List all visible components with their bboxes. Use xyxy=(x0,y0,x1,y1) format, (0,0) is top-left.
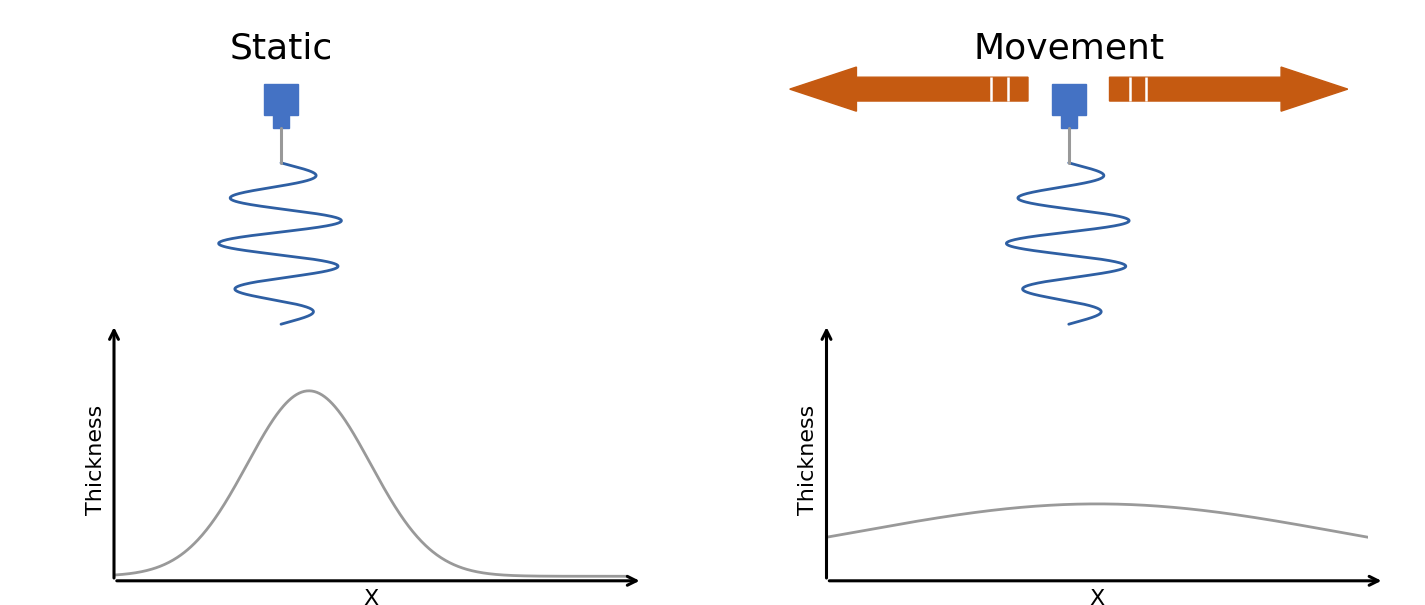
FancyArrow shape xyxy=(1110,67,1348,111)
Y-axis label: Thickness: Thickness xyxy=(86,405,105,515)
Text: Static: Static xyxy=(229,31,332,65)
FancyBboxPatch shape xyxy=(264,84,298,116)
Y-axis label: Thickness: Thickness xyxy=(798,405,818,515)
X-axis label: X: X xyxy=(1090,589,1104,605)
FancyBboxPatch shape xyxy=(1052,84,1086,116)
Bar xyxy=(1060,116,1076,128)
Text: Movement: Movement xyxy=(973,31,1164,65)
X-axis label: X: X xyxy=(363,589,378,605)
FancyArrow shape xyxy=(789,67,1027,111)
Bar xyxy=(274,116,289,128)
